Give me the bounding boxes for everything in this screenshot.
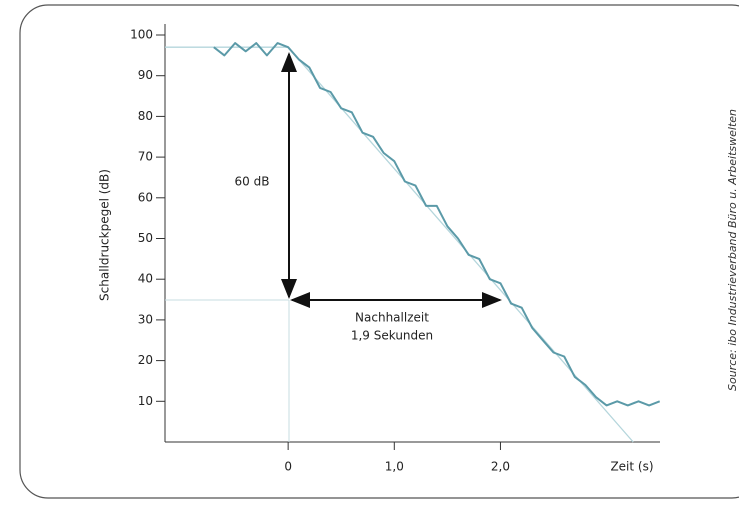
y-tick-label: 50: [138, 231, 153, 245]
y-axis-label: Schalldruckpegel (dB): [98, 169, 112, 301]
x-tick-label: 1,0: [385, 460, 404, 474]
y-tick-label: 70: [138, 150, 153, 164]
y-tick-label: 40: [138, 272, 153, 286]
frame: [19, 4, 739, 499]
y-tick-label: 100: [130, 28, 153, 42]
y-tick-label: 10: [138, 394, 153, 408]
y-tick-label: 30: [138, 312, 153, 326]
y-tick-label: 80: [138, 109, 153, 123]
annotation: 1,9 Sekunden: [351, 329, 433, 343]
x-axis-label: Zeit (s): [610, 460, 653, 474]
annotation: 60 dB: [235, 175, 270, 189]
y-tick-label: 20: [138, 353, 153, 367]
series-line: [165, 46, 634, 443]
annotation: Nachhallzeit: [355, 311, 429, 325]
x-tick-label: 0: [284, 460, 292, 474]
source: Source: ibo Industrieverband Büro u. Arb…: [726, 109, 739, 391]
plot: [165, 42, 661, 443]
x-tick-label: 2,0: [491, 460, 510, 474]
series-line: [213, 42, 661, 407]
y-tick-label: 60: [138, 190, 153, 204]
y-tick-label: 90: [138, 68, 153, 82]
